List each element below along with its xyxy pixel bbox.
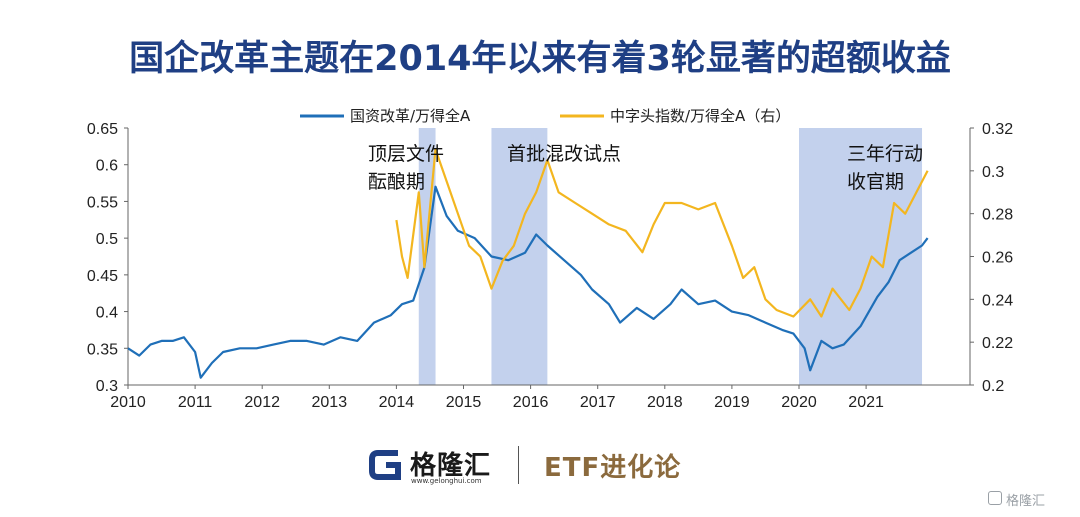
x-tick-label: 2012 (244, 394, 280, 411)
y-right-tick-label: 0.28 (982, 207, 1013, 224)
y-left-tick-label: 0.65 (87, 121, 118, 138)
y-right-tick-label: 0.26 (982, 250, 1013, 267)
shaded-periods (418, 128, 923, 385)
line-chart: 2010 2011 2012 2013 2014 2015 2016 2017 2018 2019… (87, 107, 1013, 411)
period-label-3: 收官期 (847, 171, 904, 193)
legend: 国资改革/万得全A 中字头指数/万得全A（右） (300, 107, 790, 125)
y-left-tick-label: 0.6 (96, 158, 118, 175)
logo-name: 格隆汇 (410, 451, 492, 481)
period-label-1: 酝酿期 (368, 171, 425, 193)
y-right-tick-label: 0.2 (982, 378, 1004, 395)
footer-divider (518, 446, 519, 484)
series-lines (127, 148, 929, 379)
gelonghui-logo-icon (368, 447, 408, 483)
shaded-period-3 (799, 128, 923, 385)
y-left-tick-label: 0.45 (87, 268, 118, 285)
series-line-zhongzitou (395, 148, 929, 318)
x-tick-label: 2015 (446, 394, 482, 411)
x-tick-label: 2018 (647, 394, 683, 411)
x-tick-label: 2021 (848, 394, 884, 411)
y-right-tick-label: 0.3 (982, 164, 1004, 181)
y-left-tick-label: 0.3 (96, 378, 118, 395)
y-right-tick-label: 0.24 (982, 292, 1013, 309)
chart-title: 国企改革主题在2014年以来有着3轮显著的超额收益 (129, 39, 951, 79)
y-left-tick-label: 0.4 (96, 305, 118, 322)
series-line-guozi (127, 185, 929, 379)
x-tick-label: 2019 (714, 394, 750, 411)
logo-url: www.gelonghui.com (411, 477, 482, 485)
y-right-tick-label: 0.32 (982, 121, 1013, 138)
x-tick-label: 2010 (110, 394, 146, 411)
x-tick-label: 2014 (379, 394, 415, 411)
watermark-icon (988, 491, 1002, 505)
y-left-tick-label: 0.35 (87, 341, 118, 358)
y-right-tick-label: 0.22 (982, 335, 1013, 352)
watermark-text: 格隆汇 (1006, 494, 1046, 509)
x-tick-label: 2020 (781, 394, 817, 411)
period-label-3: 三年行动 (847, 143, 923, 165)
brand-name: ETF进化论 (544, 453, 682, 483)
legend-label-2: 中字头指数/万得全A（右） (610, 107, 790, 125)
shaded-period-2 (491, 128, 548, 385)
period-label-2: 首批混改试点 (507, 143, 621, 165)
period-label-1: 顶层文件 (368, 143, 444, 165)
x-tick-label: 2011 (178, 394, 213, 411)
axes: 2010 2011 2012 2013 2014 2015 2016 2017 2018 2019… (87, 121, 1013, 411)
x-tick-label: 2013 (312, 394, 348, 411)
legend-label-1: 国资改革/万得全A (350, 107, 471, 125)
y-left-tick-label: 0.5 (96, 231, 118, 248)
y-left-tick-label: 0.55 (87, 194, 118, 211)
x-tick-label: 2017 (580, 394, 616, 411)
x-tick-label: 2016 (513, 394, 549, 411)
